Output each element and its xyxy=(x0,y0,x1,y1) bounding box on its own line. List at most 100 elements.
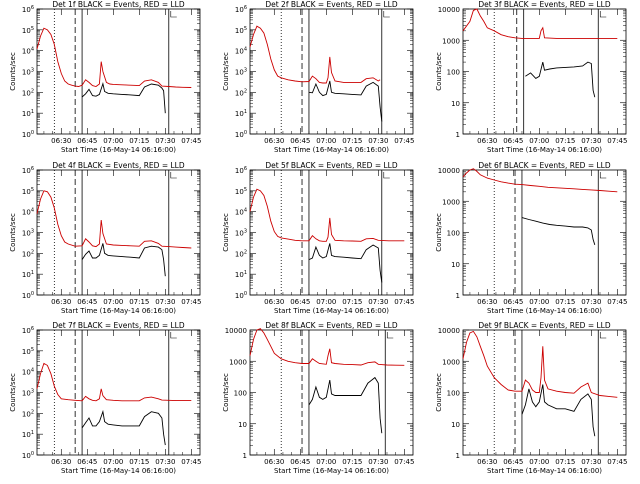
chart-panel: Det 1f BLACK = Events, RED = LLD 100 101 10… xyxy=(9,0,201,154)
y-tick-label: 10 xyxy=(451,261,460,269)
x-tick-label: 07:00 xyxy=(103,458,123,466)
chart-title: Det 8f BLACK = Events, RED = LLD xyxy=(265,321,398,330)
x-tick-label: 06:45 xyxy=(290,458,310,466)
x-axis-label: Start Time (16-May-14 06:16:00) xyxy=(274,467,389,475)
range-bracket xyxy=(170,11,177,18)
chart-panel: Det 7f BLACK = Events, RED = LLD 100 101 10… xyxy=(9,321,201,475)
x-tick-label: 06:45 xyxy=(77,458,97,466)
y-axis-label: Counts/sec xyxy=(9,213,17,252)
y-tick-label: 106 xyxy=(235,5,247,14)
plot-frame xyxy=(36,169,201,296)
chart-title: Det 2f BLACK = Events, RED = LLD xyxy=(265,0,398,9)
x-tick-label: 06:45 xyxy=(290,137,310,145)
x-tick-label: 06:45 xyxy=(503,137,523,145)
y-tick-label: 10 xyxy=(451,100,460,108)
x-tick-label: 07:15 xyxy=(555,137,575,145)
y-axis-label: Counts/sec xyxy=(435,52,443,91)
chart-panel: Det 4f BLACK = Events, RED = LLD 100 101 10… xyxy=(9,161,201,315)
x-tick-label: 07:00 xyxy=(529,298,549,306)
x-tick-label: 07:45 xyxy=(394,458,414,466)
y-tick-label: 1000 xyxy=(442,198,460,206)
y-axis-label: Counts/sec xyxy=(9,373,17,412)
y-tick-label: 103 xyxy=(22,229,34,238)
x-axis-label: Start Time (16-May-14 06:16:00) xyxy=(274,146,389,154)
x-tick-label: 07:00 xyxy=(529,458,549,466)
x-tick-label: 07:30 xyxy=(581,458,601,466)
chart-title: Det 3f BLACK = Events, RED = LLD xyxy=(478,0,611,9)
x-tick-label: 07:45 xyxy=(394,298,414,306)
x-tick-label: 06:45 xyxy=(77,298,97,306)
y-tick-label: 1 xyxy=(456,292,460,300)
x-tick-label: 07:15 xyxy=(342,458,362,466)
range-bracket xyxy=(386,332,394,339)
series-lld-line xyxy=(249,25,381,84)
y-tick-label: 102 xyxy=(22,249,34,258)
range-bracket xyxy=(170,332,177,339)
y-tick-label: 100 xyxy=(447,69,460,77)
series-events-line xyxy=(308,376,383,434)
y-tick-label: 101 xyxy=(235,270,247,279)
chart-title: Det 1f BLACK = Events, RED = LLD xyxy=(52,0,185,9)
x-tick-label: 07:00 xyxy=(529,137,549,145)
x-tick-label: 06:30 xyxy=(477,458,497,466)
y-tick-label: 106 xyxy=(22,326,34,335)
y-tick-label: 10000 xyxy=(438,327,460,335)
series-lld-line xyxy=(462,8,618,39)
y-tick-label: 106 xyxy=(22,166,34,175)
x-tick-label: 07:15 xyxy=(555,298,575,306)
series-lld-line xyxy=(462,330,618,398)
range-bracket xyxy=(170,172,177,179)
series-events-line xyxy=(521,217,596,246)
y-tick-label: 102 xyxy=(235,88,247,97)
range-bracket xyxy=(383,172,390,179)
y-tick-label: 105 xyxy=(22,347,34,356)
y-tick-label: 106 xyxy=(235,166,247,175)
x-tick-label: 07:00 xyxy=(103,298,123,306)
chart-panel: Det 8f BLACK = Events, RED = LLD 1 10 100 10… xyxy=(222,321,414,475)
y-tick-label: 106 xyxy=(22,5,34,14)
y-tick-label: 1000 xyxy=(229,358,247,366)
x-axis-label: Start Time (16-May-14 06:16:00) xyxy=(487,146,602,154)
y-tick-label: 103 xyxy=(22,389,34,398)
x-tick-label: 06:30 xyxy=(477,137,497,145)
y-axis-label: Counts/sec xyxy=(222,52,230,91)
y-tick-label: 104 xyxy=(22,208,34,217)
x-tick-label: 06:30 xyxy=(51,458,71,466)
x-tick-label: 07:45 xyxy=(607,458,627,466)
plot-frame xyxy=(36,8,201,135)
x-tick-label: 07:30 xyxy=(368,458,388,466)
y-tick-label: 10000 xyxy=(438,167,460,175)
chart-title: Det 6f BLACK = Events, RED = LLD xyxy=(478,161,611,170)
plot-frame xyxy=(462,169,627,296)
x-tick-label: 07:30 xyxy=(368,298,388,306)
series-lld-line xyxy=(249,188,405,242)
x-tick-label: 06:30 xyxy=(477,298,497,306)
x-tick-label: 06:30 xyxy=(51,298,71,306)
y-tick-label: 1 xyxy=(456,131,460,139)
y-tick-label: 100 xyxy=(235,130,247,139)
x-tick-label: 07:45 xyxy=(394,137,414,145)
series-events-line xyxy=(81,81,166,114)
y-tick-label: 102 xyxy=(22,88,34,97)
series-lld-line xyxy=(249,328,405,366)
y-tick-label: 105 xyxy=(235,187,247,196)
y-axis-label: Counts/sec xyxy=(435,373,443,412)
y-tick-label: 10 xyxy=(451,421,460,429)
x-tick-label: 06:30 xyxy=(51,137,71,145)
x-tick-label: 07:45 xyxy=(607,137,627,145)
x-axis-label: Start Time (16-May-14 06:16:00) xyxy=(61,307,176,315)
y-tick-label: 103 xyxy=(22,68,34,77)
series-events-line xyxy=(525,61,596,98)
chart-panel: Det 6f BLACK = Events, RED = LLD 1 10 100 10… xyxy=(435,161,627,315)
x-tick-label: 06:30 xyxy=(264,458,284,466)
chart-title: Det 5f BLACK = Events, RED = LLD xyxy=(265,161,398,170)
x-tick-label: 07:15 xyxy=(129,298,149,306)
range-bracket xyxy=(599,172,607,179)
x-axis-label: Start Time (16-May-14 06:16:00) xyxy=(61,146,176,154)
x-tick-label: 06:45 xyxy=(290,298,310,306)
y-tick-label: 10 xyxy=(238,421,247,429)
y-tick-label: 104 xyxy=(22,47,34,56)
x-tick-label: 07:30 xyxy=(581,298,601,306)
series-events-line xyxy=(521,384,596,437)
